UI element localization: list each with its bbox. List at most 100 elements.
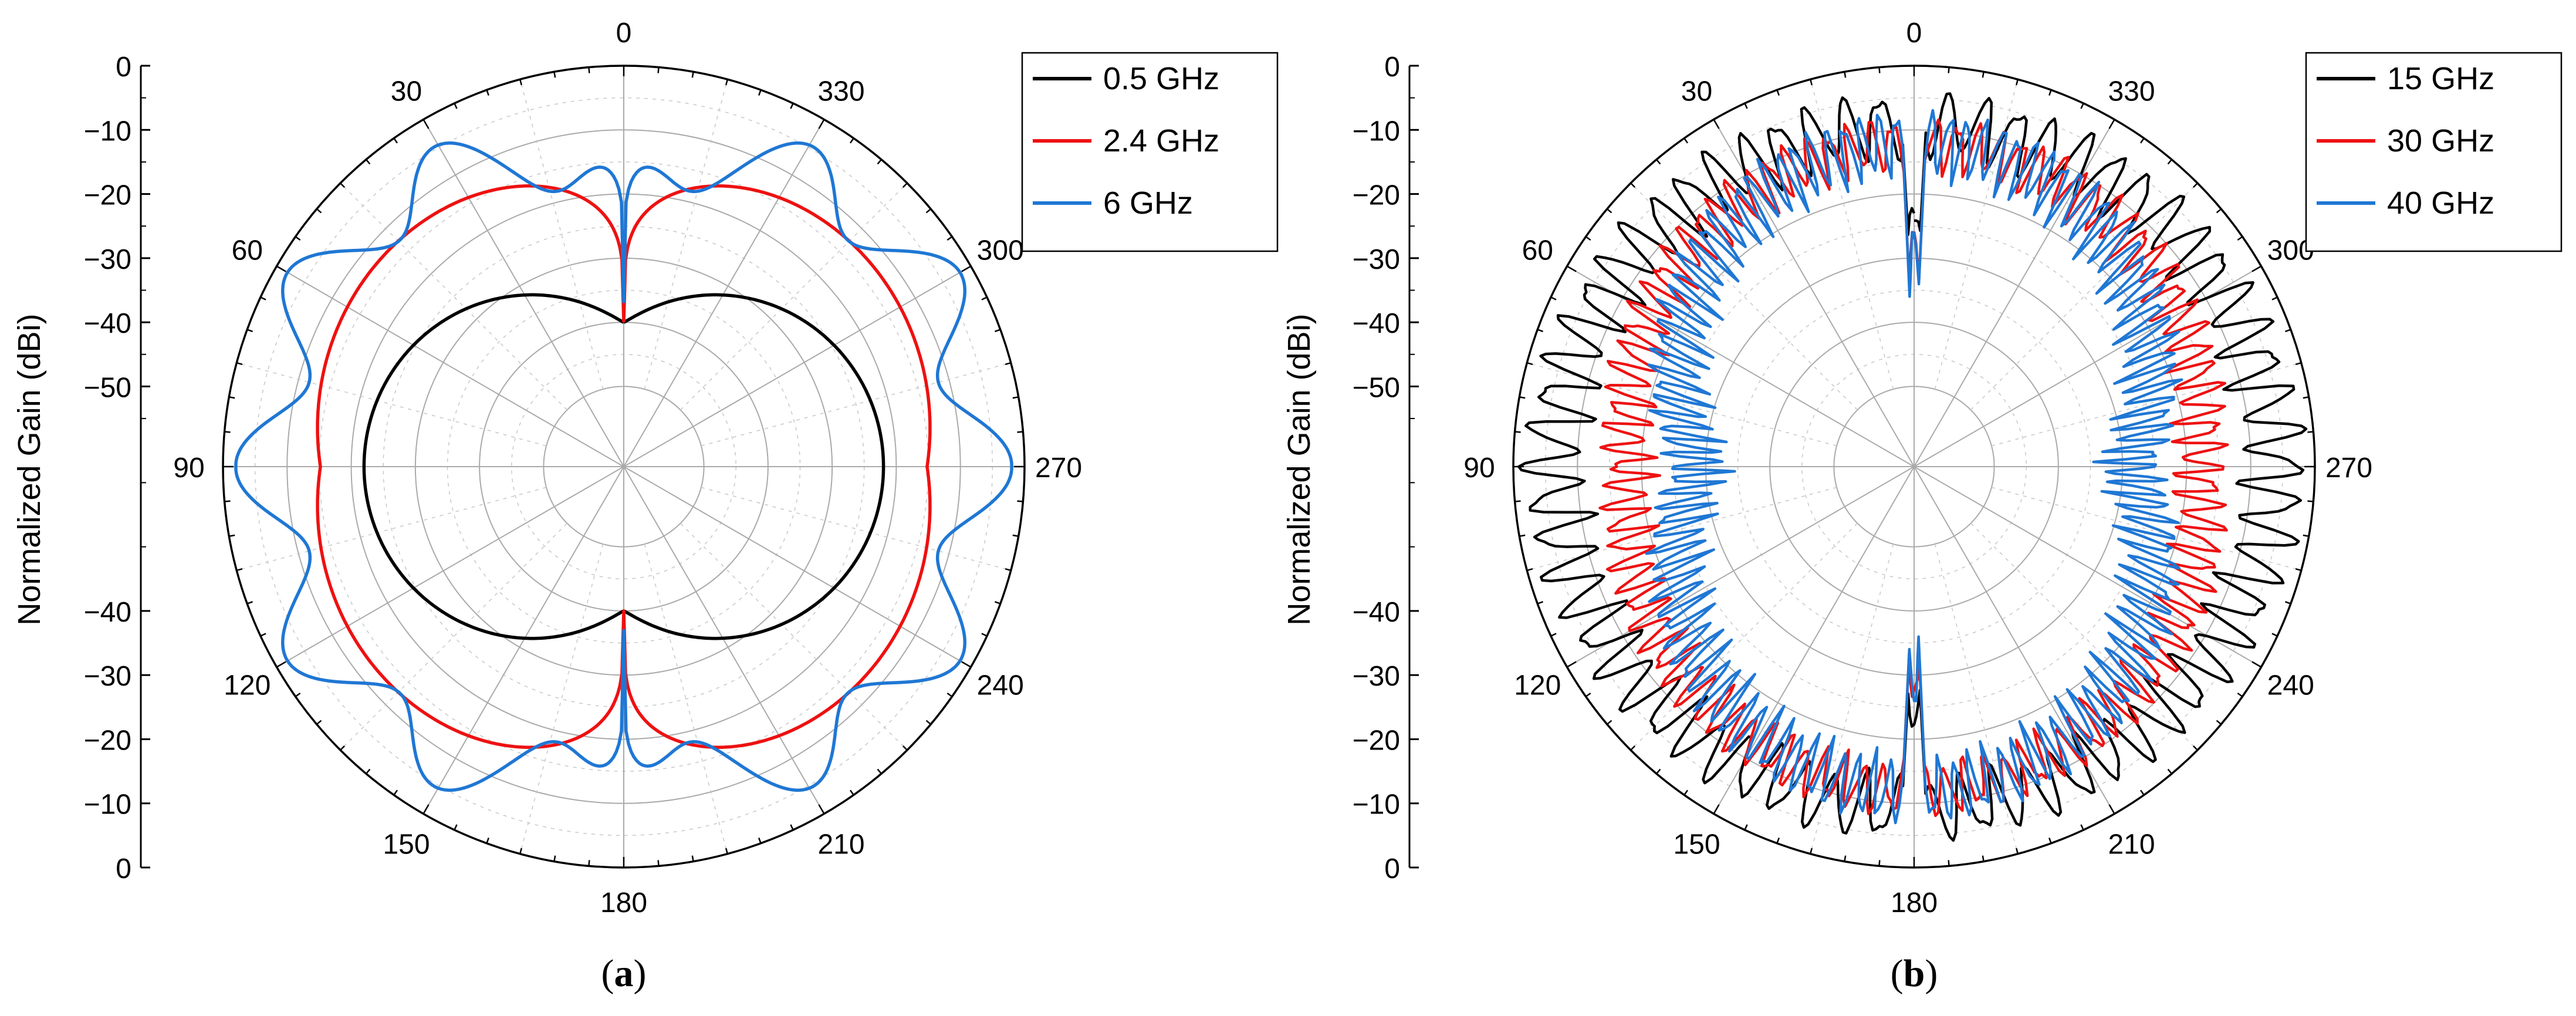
data-series	[234, 141, 1013, 792]
angle-tick	[691, 855, 694, 862]
y-axis-title: Normalized Gain (dBi)	[12, 313, 47, 625]
angle-label: 210	[817, 829, 864, 860]
spoke	[1567, 466, 1915, 668]
angle-tick	[946, 236, 953, 241]
angle-tick	[981, 296, 988, 301]
angle-label: 120	[1514, 670, 1561, 701]
angle-label: 0	[616, 18, 632, 49]
spoke	[276, 466, 624, 668]
angle-tick	[553, 855, 556, 862]
angle-tick	[366, 768, 371, 775]
legend-label: 2.4 GHz	[1103, 123, 1219, 158]
angle-label: 0	[1906, 18, 1922, 49]
radial-tick-label: −30	[1353, 244, 1400, 275]
angle-tick	[224, 500, 231, 502]
angle-label: 270	[2325, 453, 2372, 484]
angle-tick	[1713, 804, 1720, 815]
angle-tick	[1519, 534, 1526, 537]
angle-label: 330	[817, 76, 864, 107]
angle-tick	[1550, 633, 1557, 637]
radial-tick-label: −20	[84, 725, 131, 756]
radial-ticks-lower: −40 −30 −20 −10 0	[84, 597, 150, 885]
spoke	[1810, 544, 1894, 854]
radial-tick-label: −30	[84, 661, 131, 692]
angle-tick	[877, 768, 882, 775]
angle-tick	[2015, 848, 2019, 855]
angle-tick	[2167, 158, 2172, 165]
angle-tick	[422, 119, 430, 129]
radial-tick-label: −40	[84, 308, 131, 339]
legend: 15 GHz 30 GHz 40 GHz	[2305, 52, 2563, 252]
angle-tick	[1526, 568, 1533, 571]
angle-tick	[2108, 119, 2115, 129]
angle-tick	[2216, 208, 2222, 214]
caption-b: (b)	[1891, 952, 1938, 995]
angle-tick	[276, 661, 286, 668]
polar-grid	[1512, 65, 2316, 869]
legend-label: 30 GHz	[2387, 123, 2494, 158]
angle-tick	[1713, 119, 1720, 129]
angle-tick	[246, 601, 253, 605]
angle-tick	[260, 296, 266, 301]
legend: 0.5 GHz 2.4 GHz 6 GHz	[1021, 52, 1279, 252]
angle-label: 300	[977, 235, 1024, 266]
angle-label: 150	[1673, 829, 1720, 860]
radial-tick-label: −20	[84, 180, 131, 211]
spoke	[422, 466, 624, 814]
angle-tick	[1519, 396, 1526, 399]
angle-tick	[1844, 855, 1847, 862]
angle-tick	[2108, 804, 2115, 815]
angle-tick	[2048, 89, 2052, 96]
polar-chart-a: Normalized Gain (dBi) 0 −10 −20 −30 −40 −50 −…	[12, 18, 1279, 995]
angle-tick	[1005, 362, 1012, 366]
angle-tick	[2271, 296, 2278, 301]
polar-grid	[222, 65, 1026, 869]
angle-tick	[1810, 79, 1813, 86]
angle-tick	[2192, 183, 2198, 188]
angle-label: 30	[391, 76, 422, 107]
angle-tick	[1844, 72, 1847, 78]
angle-tick	[1656, 158, 1661, 165]
angle-tick	[2303, 534, 2309, 537]
angle-label: 60	[232, 235, 263, 266]
angle-tick	[236, 362, 243, 366]
angle-tick	[1550, 296, 1557, 301]
angle-tick	[1630, 183, 1636, 188]
series-line-15-ghz	[1517, 92, 2308, 842]
legend-label: 6 GHz	[1103, 185, 1193, 221]
angle-tick	[2139, 137, 2145, 144]
angle-tick	[246, 329, 253, 332]
spoke	[1567, 265, 1915, 467]
angle-tick	[316, 208, 322, 214]
angle-tick	[2192, 745, 2198, 751]
angle-tick	[725, 79, 728, 86]
angle-tick	[2048, 837, 2052, 844]
angle-tick	[1515, 431, 1521, 433]
angle-tick	[1585, 692, 1591, 697]
angle-tick	[1012, 396, 1019, 399]
angle-tick	[2284, 601, 2291, 605]
angle-tick	[1606, 208, 1612, 214]
angle-tick	[229, 534, 235, 537]
angle-tick	[877, 158, 882, 165]
angle-tick	[2295, 568, 2302, 571]
angle-tick	[1656, 768, 1661, 775]
angle-tick	[1683, 789, 1689, 796]
angle-tick	[2237, 692, 2243, 697]
angle-tick	[295, 236, 301, 241]
angle-label: 30	[1681, 76, 1712, 107]
angle-tick	[1017, 431, 1023, 433]
legend-label: 0.5 GHz	[1103, 61, 1219, 96]
angle-tick	[1005, 568, 1012, 571]
spoke	[644, 79, 728, 390]
angle-tick	[2080, 103, 2084, 109]
angle-tick	[790, 103, 794, 109]
angle-tick	[818, 804, 825, 815]
spoke	[1630, 183, 1858, 410]
angle-tick	[1566, 265, 1577, 272]
radial-tick-label: −40	[84, 597, 131, 628]
angle-label: 90	[173, 453, 204, 484]
radial-ticks-upper: 0 −10 −20 −30 −40 −50	[1353, 52, 1419, 868]
angle-tick	[316, 720, 322, 725]
angle-label: 180	[1891, 887, 1938, 919]
